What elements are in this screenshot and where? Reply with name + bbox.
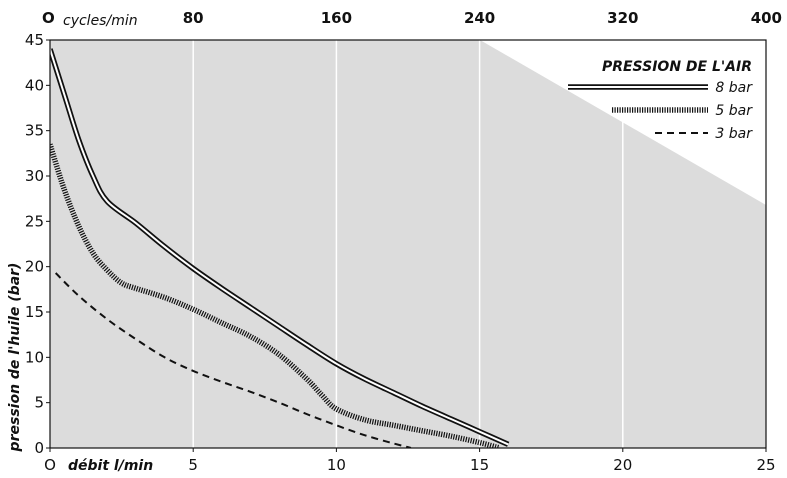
top-tick-label-320: 320 [607, 9, 638, 27]
y-tick-label-0: 0 [34, 439, 44, 457]
top-tick-label-0: O [42, 9, 55, 27]
top-tick-label-240: 240 [464, 9, 495, 27]
y-tick-label-15: 15 [25, 303, 44, 321]
x-axis-ticks: O 5 10 15 20 25 [44, 448, 776, 474]
top-tick-label-80: 80 [183, 9, 204, 27]
series-line-8-bar-inner [50, 48, 509, 446]
y-tick-label-25: 25 [25, 212, 44, 230]
series-line-3-bar-dash [54, 272, 412, 448]
series-8-bar [50, 48, 510, 447]
x-tick-label-10: 10 [327, 456, 346, 474]
x-tick-label-15: 15 [470, 456, 489, 474]
top-tick-label-160: 160 [321, 9, 352, 27]
series-3-bar [54, 272, 412, 448]
y-axis-label: pression de l'huile (bar) [7, 263, 23, 453]
y-tick-label-10: 10 [25, 348, 44, 366]
x-tick-label-0: O [44, 456, 56, 474]
x-axis-label: débit l/min [68, 458, 153, 474]
top-tick-label-400: 400 [751, 9, 782, 27]
y-tick-label-45: 45 [25, 31, 44, 49]
x-tick-label-25: 25 [756, 456, 775, 474]
top-axis-unit: cycles/min [63, 13, 138, 29]
legend-label-8-bar: 8 bar [715, 80, 753, 96]
series-layer [50, 48, 510, 448]
y-axis-ticks: 0 5 10 15 20 25 30 35 40 45 [25, 31, 50, 457]
legend-panel [480, 40, 766, 205]
legend-label-5-bar: 5 bar [715, 103, 753, 119]
plot-frame [49, 39, 767, 449]
x-tick-label-20: 20 [613, 456, 632, 474]
legend: PRESSION DE L'AIR 8 bar 5 bar 3 bar [568, 59, 753, 142]
y-tick-label-20: 20 [25, 258, 44, 276]
top-axis-ticks: O 80 160 240 320 400 [42, 9, 782, 27]
x-tick-label-5: 5 [188, 456, 198, 474]
y-tick-label-40: 40 [25, 76, 44, 94]
y-tick-label-30: 30 [25, 167, 44, 185]
legend-label-3-bar: 3 bar [715, 126, 753, 142]
y-tick-label-5: 5 [34, 394, 44, 412]
legend-title: PRESSION DE L'AIR [602, 59, 752, 75]
y-tick-label-35: 35 [25, 122, 44, 140]
